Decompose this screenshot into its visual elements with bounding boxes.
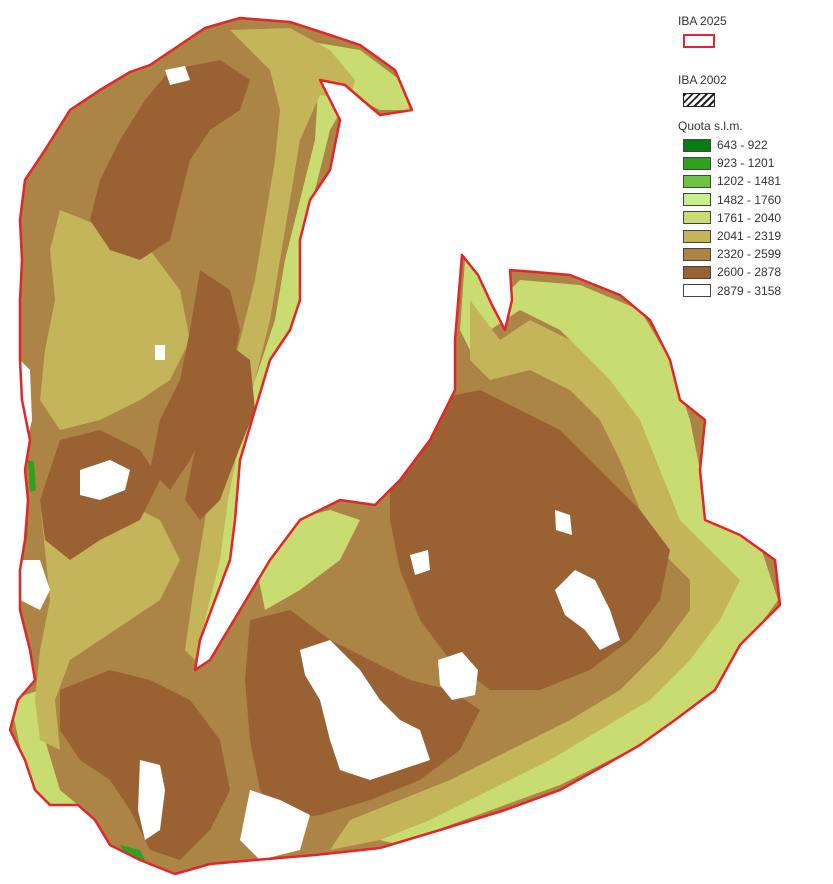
elevation-range-label: 2879 - 3158 bbox=[717, 283, 782, 298]
iba-2025-title: IBA 2025 bbox=[678, 14, 727, 28]
elevation-swatch bbox=[683, 284, 711, 298]
peak-areas bbox=[18, 66, 620, 860]
elevation-classes: 643 - 922 923 - 1201 1202 - 1481 1482 - 176… bbox=[678, 136, 833, 300]
elevation-class-row: 2320 - 2599 bbox=[678, 245, 833, 263]
elevation-range-label: 1482 - 1760 bbox=[717, 192, 782, 207]
elevation-range-label: 2600 - 2878 bbox=[717, 265, 782, 280]
elevation-class-row: 1202 - 1481 bbox=[678, 172, 833, 190]
elevation-range-label: 2041 - 2319 bbox=[717, 229, 782, 244]
elevation-range-label: 643 - 922 bbox=[717, 138, 768, 153]
elevation-range-label: 1202 - 1481 bbox=[717, 174, 782, 189]
elevation-class-row: 2600 - 2878 bbox=[678, 263, 833, 281]
elevation-swatch bbox=[683, 174, 711, 188]
elevation-range-label: 1761 - 2040 bbox=[717, 210, 782, 225]
elevation-class-row: 1482 - 1760 bbox=[678, 191, 833, 209]
elevation-swatch bbox=[683, 138, 711, 152]
elevation-swatch bbox=[683, 265, 711, 279]
elevation-swatch bbox=[683, 193, 711, 207]
elevation-class-row: 1761 - 2040 bbox=[678, 209, 833, 227]
map-legend: IBA 2025 IBA 2002 Quota s.l.m. 643 - 922… bbox=[678, 14, 833, 300]
elevation-class-row: 2041 - 2319 bbox=[678, 227, 833, 245]
elevation-swatch bbox=[683, 229, 711, 243]
elevation-swatch bbox=[683, 247, 711, 261]
elevation-range-label: 923 - 1201 bbox=[717, 156, 775, 171]
elevation-range-label: 2320 - 2599 bbox=[717, 247, 782, 262]
elevation-class-row: 2879 - 3158 bbox=[678, 282, 833, 300]
elevation-class-row: 923 - 1201 bbox=[678, 154, 833, 172]
iba-2002-hatch-symbol bbox=[683, 93, 715, 107]
iba-2025-symbol bbox=[683, 34, 715, 48]
elevation-title: Quota s.l.m. bbox=[678, 119, 743, 133]
elevation-swatch bbox=[683, 211, 711, 225]
elevation-swatch bbox=[683, 156, 711, 170]
iba-2002-title: IBA 2002 bbox=[678, 73, 727, 87]
elevation-class-row: 643 - 922 bbox=[678, 136, 833, 154]
